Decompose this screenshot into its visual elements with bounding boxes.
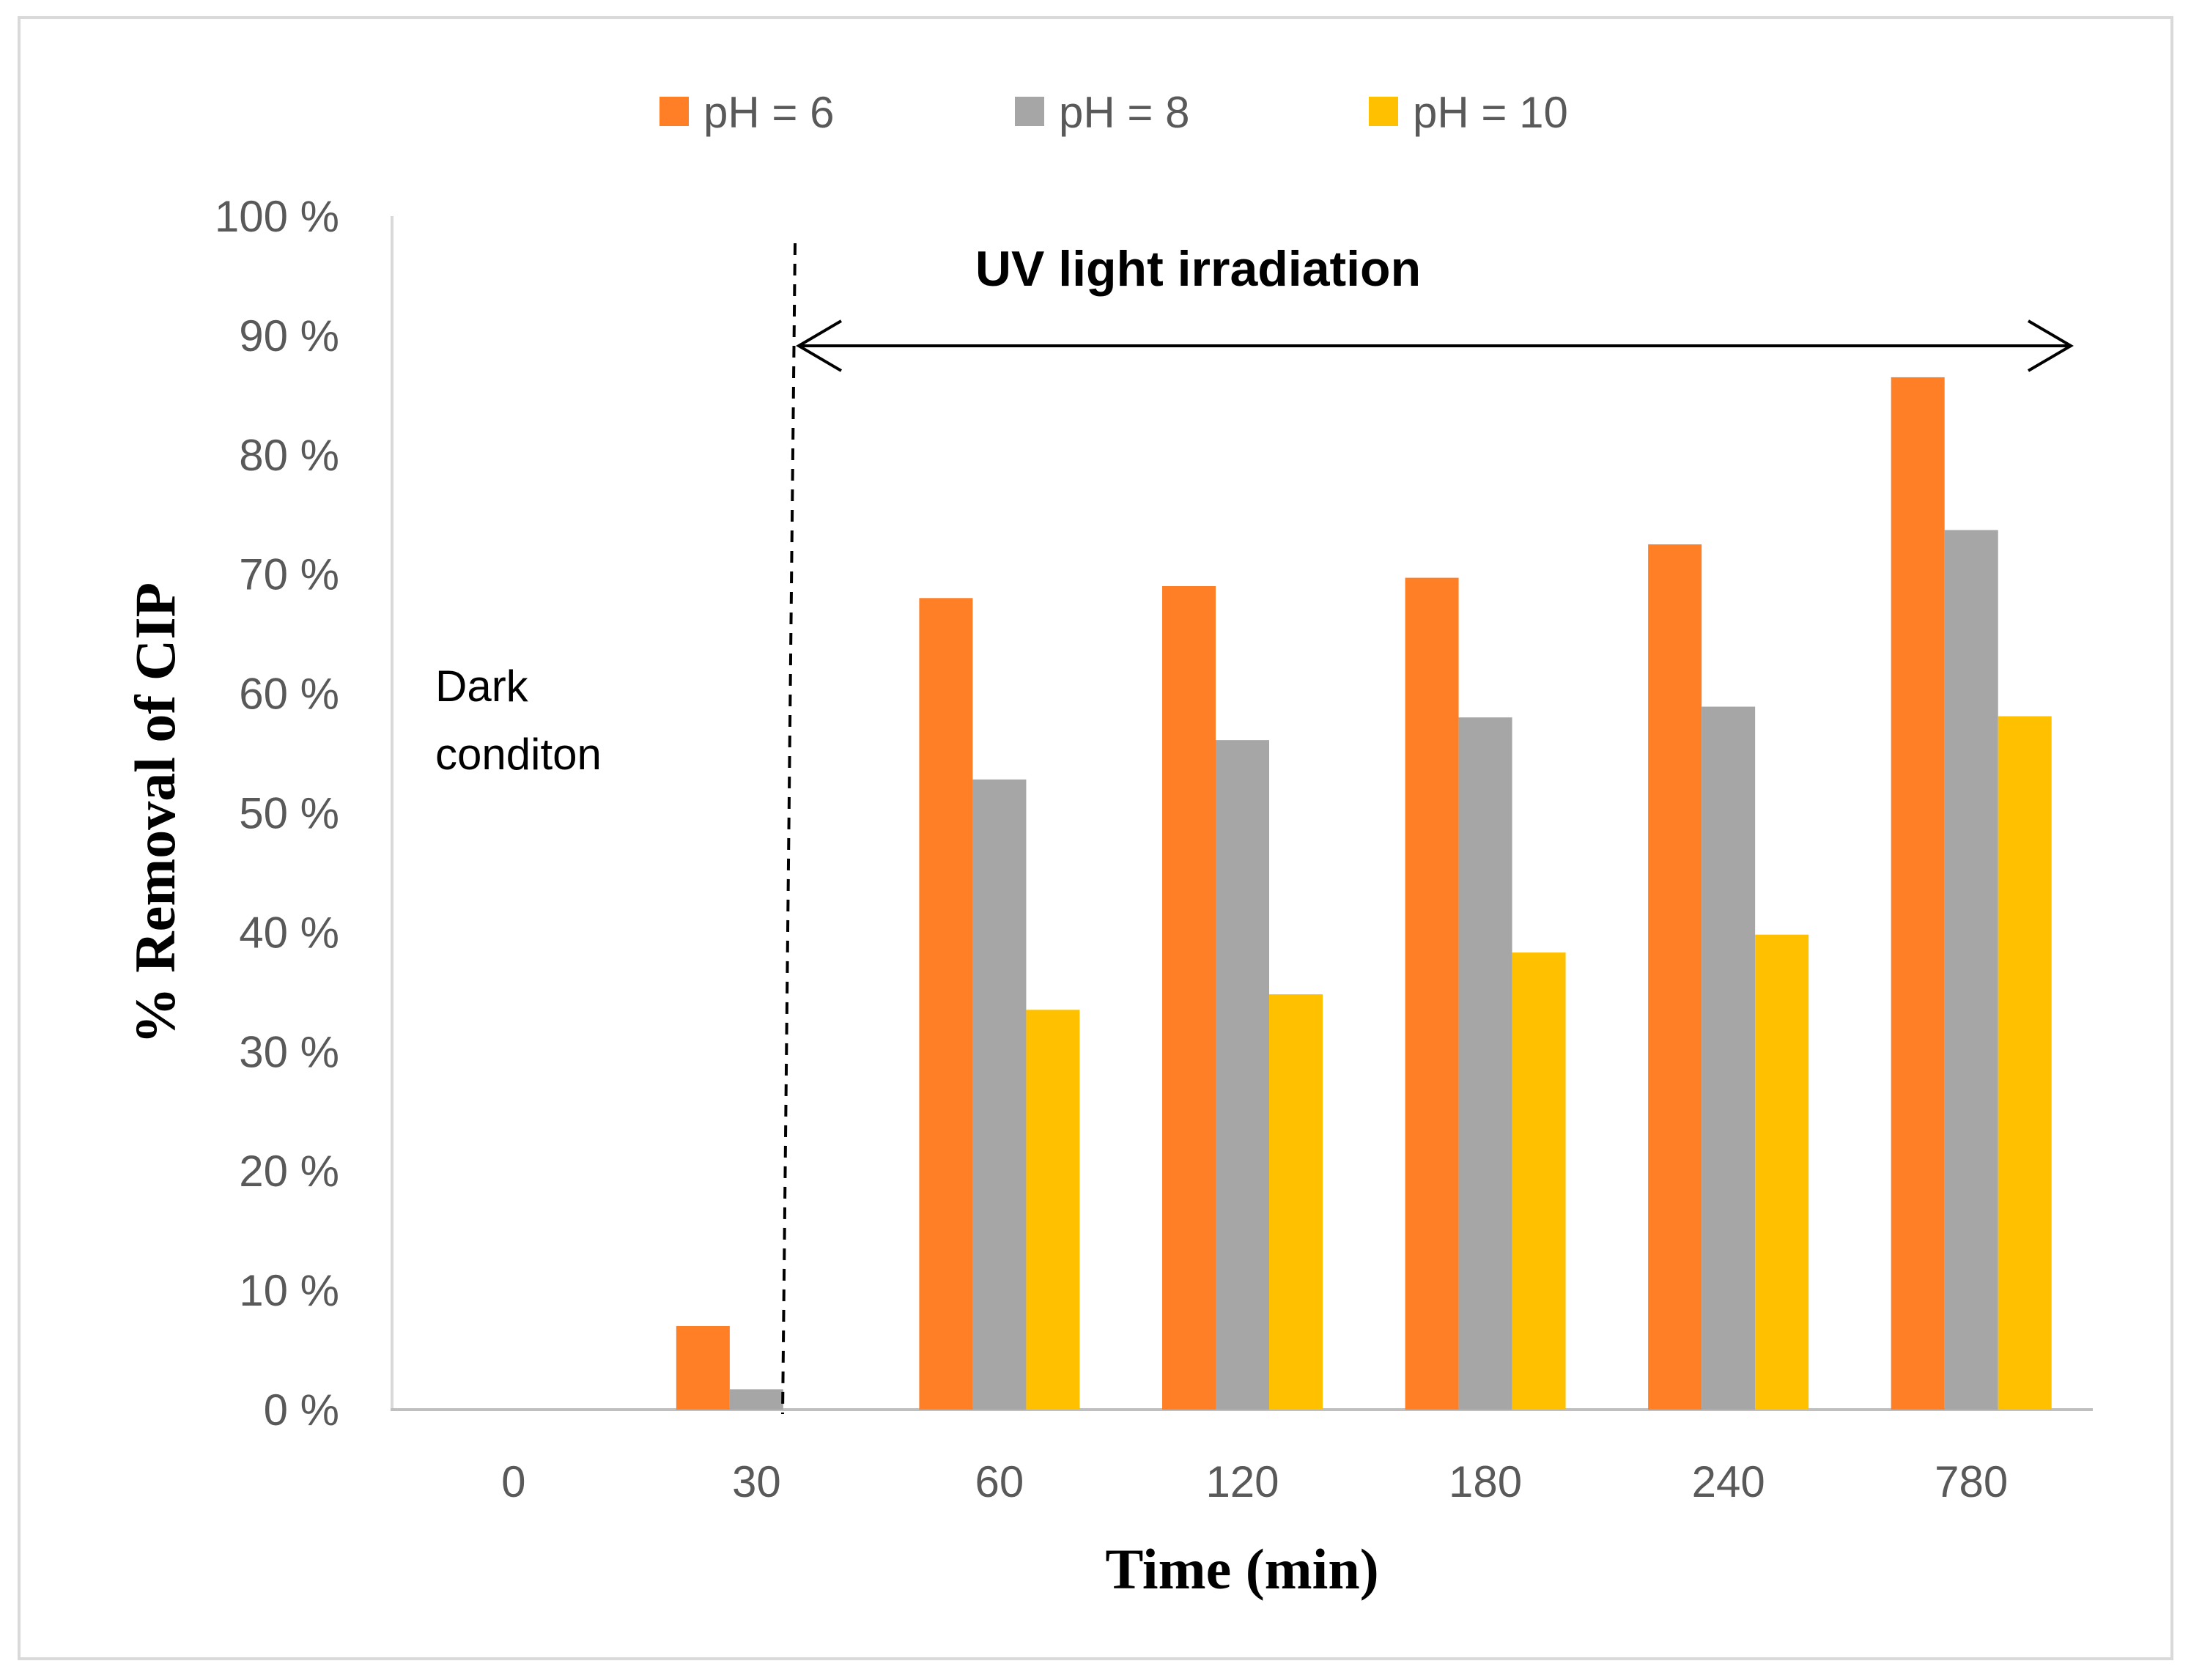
y-tick-label: 90 % (239, 311, 339, 360)
y-axis-ticks: 0 % 10 % 20 % 30 % 40 % 50 % 60 % 70 % 80 % 90 % 1… (215, 192, 339, 1435)
y-tick-label: 20 % (239, 1147, 339, 1196)
legend-label: pH = 10 (1413, 88, 1568, 137)
legend-swatch (659, 97, 689, 126)
y-tick-label: 100 % (215, 192, 339, 241)
y-tick-label: 50 % (239, 789, 339, 838)
x-tick-label: 240 (1692, 1457, 1765, 1506)
bar-ph10-t60 (1026, 1010, 1080, 1410)
bar-ph10-t240 (1755, 934, 1809, 1410)
x-axis-title: Time (min) (1105, 1537, 1378, 1601)
bar-ph8-t240 (1702, 706, 1756, 1410)
legend-swatch (1369, 97, 1398, 126)
bar-ph6-t180 (1405, 577, 1459, 1410)
uv-light-label: UV light irradiation (975, 241, 1421, 297)
bar-ph8-t780 (1944, 530, 1998, 1410)
y-tick-label: 80 % (239, 431, 339, 480)
bar-ph6-t30 (676, 1325, 730, 1410)
dark-condition-divider (781, 243, 797, 1415)
bar-ph8-t180 (1458, 717, 1512, 1410)
bar-ph8-t120 (1216, 740, 1269, 1410)
x-tick-label: 30 (732, 1457, 781, 1506)
y-tick-label: 70 % (239, 550, 339, 599)
bar-ph6-t780 (1891, 377, 1945, 1410)
y-tick-label: 40 % (239, 908, 339, 957)
bar-ph6-t120 (1162, 585, 1216, 1410)
x-tick-label: 180 (1449, 1457, 1522, 1506)
bar-ph10-t180 (1512, 952, 1566, 1410)
y-axis-title: % Removal of CIP (123, 582, 187, 1044)
x-tick-label: 60 (975, 1457, 1024, 1506)
x-axis-ticks: 0 30 60 120 180 240 780 (501, 1457, 2008, 1506)
dark-condition-label-line2: conditon (435, 730, 602, 779)
y-tick-label: 0 % (264, 1385, 339, 1435)
figure-border (18, 16, 2173, 1660)
x-tick-label: 0 (501, 1457, 525, 1506)
legend-label: pH = 8 (1059, 88, 1189, 137)
x-tick-label: 120 (1205, 1457, 1279, 1506)
uv-arrow (796, 319, 2074, 372)
y-tick-label: 10 % (239, 1266, 339, 1315)
bar-ph6-t60 (919, 598, 973, 1410)
bar-ph8-t60 (972, 779, 1027, 1410)
legend-swatch (1015, 97, 1044, 126)
bars-group (676, 377, 2052, 1410)
x-tick-label: 780 (1935, 1457, 2008, 1506)
legend-label: pH = 6 (703, 88, 834, 137)
y-tick-label: 30 % (239, 1027, 339, 1076)
bar-ph8-t30 (729, 1389, 783, 1410)
bar-ph10-t120 (1269, 994, 1323, 1410)
legend: pH = 6 pH = 8 pH = 10 (659, 88, 1568, 137)
y-tick-label: 60 % (239, 670, 339, 719)
bar-ph6-t240 (1648, 544, 1702, 1410)
bar-ph10-t780 (1998, 716, 2052, 1410)
dark-condition-label-line1: Dark (435, 662, 529, 711)
